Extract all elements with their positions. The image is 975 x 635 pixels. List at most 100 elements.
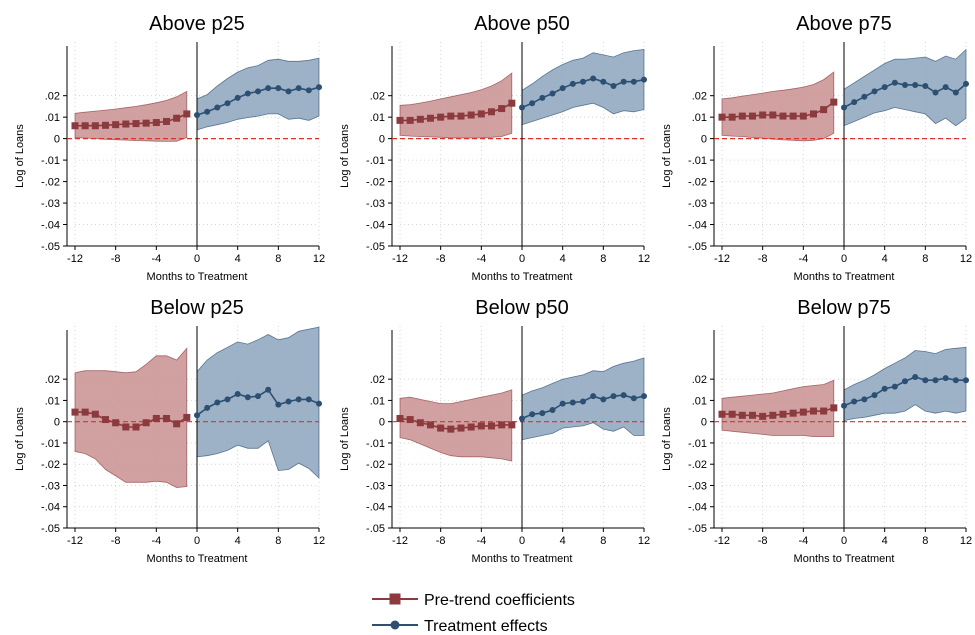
pre-trend-point xyxy=(396,116,404,124)
treatment-effect-point xyxy=(641,393,647,400)
x-tick-label: 4 xyxy=(882,253,888,265)
pre-trend-point xyxy=(508,99,516,107)
x-tick-label: -8 xyxy=(758,535,768,547)
treatment-effect-point xyxy=(861,396,868,403)
chart-title: Above p50 xyxy=(474,13,570,35)
legend-pre-marker xyxy=(389,593,401,605)
treatment-effect-point xyxy=(630,395,637,402)
x-tick-label: 8 xyxy=(922,253,928,265)
pre-trend-point xyxy=(173,420,181,428)
treatment-effect-point xyxy=(234,391,241,398)
y-tick-label: -.05 xyxy=(41,241,60,253)
x-tick-label: 8 xyxy=(600,535,606,547)
x-axis-label: Months to Treatment xyxy=(472,271,573,283)
panels-group: Above p25-.05-.04-.03-.02-.010.01.02-12-… xyxy=(14,13,972,565)
y-tick-label: -.04 xyxy=(366,502,385,514)
treatment-effect-point xyxy=(539,94,546,101)
pre-trend-point xyxy=(71,122,79,130)
treatment-effect-point xyxy=(952,377,959,384)
treatment-effect-point xyxy=(194,112,200,119)
treatment-effect-point xyxy=(881,84,888,91)
treatment-effect-point xyxy=(224,396,231,403)
treatment-effect-point xyxy=(214,399,221,406)
x-axis-label: Months to Treatment xyxy=(794,271,895,283)
treatment-effect-point xyxy=(841,402,847,409)
y-axis-label: Log of Loans xyxy=(339,407,351,471)
treatment-effect-point xyxy=(204,108,211,115)
pre-trend-point xyxy=(749,112,756,120)
pre-trend-point xyxy=(416,419,424,427)
treatment-effect-point xyxy=(285,88,292,95)
y-axis-label: Log of Loans xyxy=(661,124,673,188)
pre-confidence-band xyxy=(721,71,835,142)
y-axis-label: Log of Loans xyxy=(661,407,673,471)
treatment-effect-point xyxy=(912,81,919,88)
pre-confidence-band xyxy=(74,347,188,489)
pre-trend-point xyxy=(152,414,160,422)
treatment-effect-point xyxy=(891,383,898,390)
y-tick-label: -.01 xyxy=(41,438,60,450)
chart-panel-4: Below p25 -.05 -.04 -.03 -.02 -.01 0 .01 .02 -12 -… xyxy=(14,297,325,565)
y-tick-label: -.03 xyxy=(688,198,707,210)
chart-panel-5: Below p50 -.05 -.04 -.03 -.02 -.01 0 .01 .02 -12 -… xyxy=(339,297,650,565)
treatment-effect-point xyxy=(963,377,969,384)
treatment-effect-point xyxy=(620,78,627,85)
x-axis-label: Months to Treatment xyxy=(147,553,248,565)
x-tick-label: 0 xyxy=(841,535,847,547)
pre-trend-point xyxy=(749,411,756,419)
pre-trend-point xyxy=(820,407,828,415)
pre-trend-point xyxy=(406,116,414,124)
pre-trend-point xyxy=(142,119,150,127)
treatment-effect-point xyxy=(569,80,576,87)
treatment-effect-point xyxy=(630,78,637,85)
treatment-effect-point xyxy=(275,401,282,408)
treatment-effect-point xyxy=(529,411,536,418)
y-tick-label: -.02 xyxy=(41,177,60,189)
y-tick-label: -.04 xyxy=(41,502,60,514)
x-tick-label: -8 xyxy=(436,253,446,265)
pre-trend-point xyxy=(81,408,89,416)
y-tick-label: -.01 xyxy=(366,438,385,450)
treatment-effect-point xyxy=(275,85,282,92)
pre-trend-point xyxy=(738,112,746,120)
y-axis-label: Log of Loans xyxy=(14,124,26,188)
legend-item-pre: Pre-trend coefficients xyxy=(372,592,575,609)
chart-panel-6: Below p75 -.05 -.04 -.03 -.02 -.01 0 .01 .02 -12 -… xyxy=(661,297,972,565)
y-tick-label: 0 xyxy=(379,134,385,146)
x-axis-label: Months to Treatment xyxy=(147,271,248,283)
chart-title: Below p25 xyxy=(150,297,243,319)
pre-trend-point xyxy=(122,120,130,128)
treatment-effect-point xyxy=(529,100,536,107)
treatment-effect-point xyxy=(549,90,556,97)
treatment-effect-point xyxy=(316,84,322,91)
legend-item-post: Treatment effects xyxy=(372,618,548,635)
x-tick-label: 4 xyxy=(560,535,566,547)
treatment-effect-point xyxy=(255,393,261,400)
pre-trend-point xyxy=(183,110,191,118)
x-tick-label: -12 xyxy=(392,535,408,547)
legend: Pre-trend coefficients Treatment effects xyxy=(372,592,575,635)
y-tick-label: .01 xyxy=(692,395,707,407)
pre-trend-point xyxy=(728,113,736,121)
x-tick-label: -4 xyxy=(476,535,486,547)
treatment-effect-point xyxy=(942,375,949,382)
y-tick-label: -.04 xyxy=(688,220,707,232)
pre-trend-point xyxy=(112,121,120,129)
y-tick-label: -.05 xyxy=(688,241,707,253)
treatment-effect-point xyxy=(244,394,251,401)
y-tick-label: -.03 xyxy=(688,480,707,492)
pre-trend-point xyxy=(488,108,495,116)
pre-confidence-band xyxy=(399,72,513,139)
y-tick-label: -.01 xyxy=(688,155,707,167)
x-tick-label: -8 xyxy=(111,535,121,547)
y-tick-label: .02 xyxy=(692,374,707,386)
pre-trend-point xyxy=(132,423,140,431)
pre-trend-point xyxy=(416,115,424,123)
treatment-effect-point xyxy=(922,377,929,384)
x-tick-label: 4 xyxy=(560,253,566,265)
pre-trend-point xyxy=(142,419,150,427)
treatment-effect-point xyxy=(539,410,546,417)
chart-title: Below p75 xyxy=(797,297,890,319)
pre-trend-point xyxy=(457,424,465,432)
